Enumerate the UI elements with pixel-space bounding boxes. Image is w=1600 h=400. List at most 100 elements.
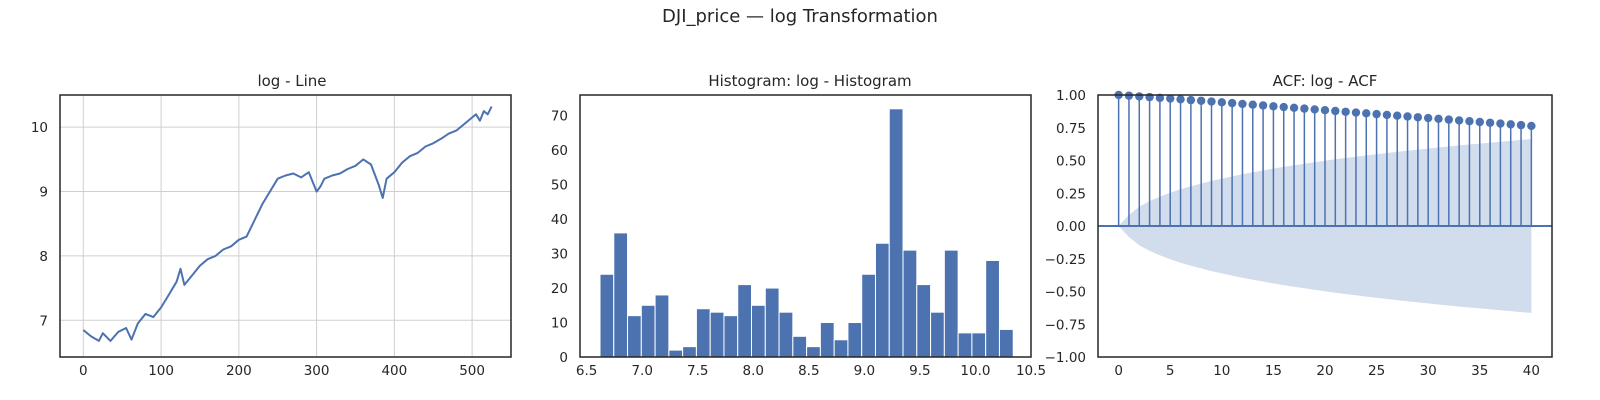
histogram-bar bbox=[709, 311, 725, 358]
histogram-ytick-label: 70 bbox=[551, 109, 568, 125]
acf-ytick-label: 0.25 bbox=[1056, 186, 1086, 202]
acf-point bbox=[1382, 110, 1392, 120]
acf-plot bbox=[1098, 90, 1552, 313]
acf-xtick-label: 5 bbox=[1166, 363, 1175, 379]
acf-point bbox=[1207, 97, 1216, 106]
histogram-bar bbox=[985, 259, 1000, 358]
histogram-bar bbox=[751, 304, 766, 358]
histogram-bar bbox=[874, 242, 890, 358]
line-chart-title: log - Line bbox=[257, 72, 326, 90]
histogram-bar bbox=[737, 284, 753, 358]
acf-xtick-label: 0 bbox=[1114, 363, 1123, 379]
histogram-bar bbox=[613, 232, 629, 358]
histogram-xtick-label: 7.5 bbox=[687, 363, 708, 379]
histogram-bar bbox=[778, 311, 794, 358]
histogram-ytick-label: 20 bbox=[551, 281, 568, 297]
acf-point bbox=[1465, 117, 1474, 126]
acf-point bbox=[1289, 103, 1299, 113]
acf-point bbox=[1227, 98, 1237, 108]
histogram-ytick-label: 10 bbox=[551, 316, 568, 332]
histogram-bar bbox=[930, 311, 945, 358]
histogram-bar bbox=[640, 304, 656, 358]
line-chart-grid bbox=[60, 95, 511, 357]
line-chart-xtick-label: 200 bbox=[226, 363, 252, 379]
histogram-bar bbox=[902, 249, 918, 358]
acf-point bbox=[1176, 95, 1185, 104]
panel-histogram: Histogram: log - Histogram 6.5 7.0 7.5 8.0 8… bbox=[551, 72, 1046, 379]
acf-point bbox=[1279, 102, 1288, 112]
histogram-xtick-label: 8.5 bbox=[798, 363, 819, 379]
line-chart-xtick-label: 500 bbox=[459, 363, 485, 379]
histogram-bar bbox=[861, 273, 876, 358]
line-chart-ticks: 0 100 200 300 400 500 7 8 9 10 bbox=[31, 120, 485, 379]
acf-point bbox=[1454, 116, 1464, 125]
acf-point bbox=[1135, 92, 1144, 101]
acf-xtick-label: 20 bbox=[1316, 363, 1333, 379]
histogram-ytick-label: 30 bbox=[551, 247, 568, 263]
line-chart-ytick-label: 7 bbox=[39, 313, 48, 329]
histogram-bar bbox=[957, 332, 973, 358]
histogram-title: Histogram: log - Histogram bbox=[708, 72, 911, 90]
histogram-bar bbox=[998, 328, 1014, 358]
acf-point bbox=[1196, 96, 1206, 105]
figure-suptitle: DJI_price — log Transformation bbox=[662, 6, 938, 27]
histogram-ytick-label: 40 bbox=[551, 212, 568, 228]
histogram-xtick-label: 8.0 bbox=[743, 363, 764, 379]
acf-point bbox=[1186, 95, 1196, 105]
acf-point bbox=[1475, 117, 1484, 127]
histogram-frame bbox=[579, 94, 1032, 358]
acf-point bbox=[1166, 94, 1175, 103]
line-chart-xtick-label: 400 bbox=[381, 363, 407, 379]
acf-point bbox=[1238, 99, 1247, 109]
line-chart-xtick-label: 0 bbox=[79, 363, 88, 379]
acf-xtick-label: 40 bbox=[1523, 363, 1540, 379]
acf-point bbox=[1155, 93, 1165, 103]
panel-acf: ACF: log - ACF 0 5 10 15 20 25 30 35 40 −1.00 −0.7… bbox=[1045, 72, 1553, 379]
line-chart-ytick-label: 10 bbox=[31, 120, 48, 136]
acf-point bbox=[1393, 111, 1402, 120]
histogram-bar bbox=[654, 294, 670, 358]
acf-point bbox=[1423, 113, 1433, 123]
acf-point bbox=[1341, 107, 1350, 116]
histogram-bar bbox=[847, 322, 863, 358]
acf-point bbox=[1300, 104, 1309, 113]
acf-point bbox=[1331, 106, 1340, 116]
histogram-ticks: 6.5 7.0 7.5 8.0 8.5 9.0 9.5 10.0 10.5 0 10 20 30 40 50… bbox=[551, 109, 1046, 379]
acf-point bbox=[1145, 92, 1154, 102]
line-chart-ytick-label: 8 bbox=[39, 249, 48, 265]
histogram-bar bbox=[695, 308, 711, 358]
histogram-bar bbox=[668, 349, 684, 358]
histogram-bar bbox=[723, 315, 739, 358]
line-chart-plot bbox=[82, 106, 493, 342]
acf-point bbox=[1516, 120, 1526, 130]
histogram-bar bbox=[806, 346, 821, 358]
acf-point bbox=[1434, 114, 1443, 124]
acf-xtick-label: 10 bbox=[1213, 363, 1230, 379]
acf-ytick-label: −0.25 bbox=[1045, 252, 1086, 268]
line-chart-xtick-label: 100 bbox=[148, 363, 174, 379]
acf-xtick-label: 30 bbox=[1420, 363, 1437, 379]
acf-point bbox=[1485, 118, 1495, 127]
acf-ytick-label: −0.75 bbox=[1045, 317, 1086, 333]
acf-title: ACF: log - ACF bbox=[1273, 72, 1378, 90]
line-chart-frame bbox=[59, 94, 512, 358]
histogram-xtick-label: 9.5 bbox=[909, 363, 930, 379]
acf-ytick-label: 0.50 bbox=[1056, 154, 1086, 170]
acf-point bbox=[1217, 98, 1227, 107]
acf-point bbox=[1320, 105, 1330, 115]
histogram-bar bbox=[599, 273, 615, 358]
acf-point bbox=[1269, 102, 1278, 111]
acf-point bbox=[1310, 105, 1319, 114]
histogram-bar bbox=[971, 332, 987, 358]
histogram-bar bbox=[682, 346, 697, 358]
acf-xtick-label: 25 bbox=[1368, 363, 1385, 379]
histogram-bar bbox=[916, 284, 932, 358]
line-chart-series bbox=[82, 106, 493, 342]
line-chart-xtick-label: 300 bbox=[304, 363, 330, 379]
acf-point bbox=[1413, 113, 1423, 122]
histogram-bar bbox=[627, 315, 642, 358]
acf-point bbox=[1258, 101, 1268, 110]
acf-ytick-label: 1.00 bbox=[1056, 88, 1086, 104]
acf-ytick-label: −0.50 bbox=[1045, 285, 1086, 301]
